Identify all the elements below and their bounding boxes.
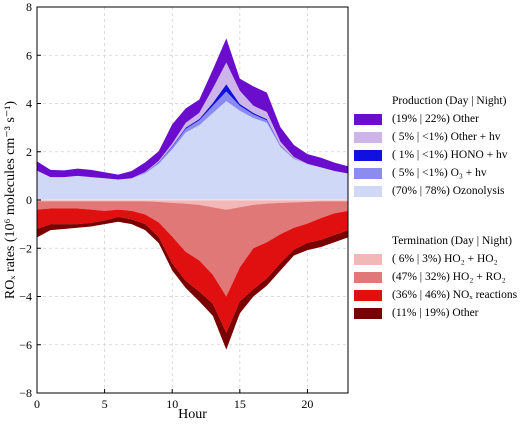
production-legend-item: (70% | 78%) Ozonolysis [354,182,508,200]
termination-legend-item: (36% | 46%) NOₓ reactions [354,286,517,304]
termination-legend-label: (11% | 19%) Other [392,307,479,319]
termination-legend-label: (36% | 46%) NOₓ reactions [392,289,518,301]
production-legend: Production (Day | Night) (19% | 22%) Oth… [354,93,508,200]
termination-legend-swatch [354,307,382,319]
production-legend-label: ( 5% | <1%) O₃ + hv [392,167,487,179]
termination-legend-swatch [354,271,382,283]
x-axis-title: Hour [178,407,207,422]
termination-legend-item: ( 6% | 3%) HO₂ + HO₂ [354,250,517,268]
y-tick-label: −2 [19,241,32,255]
x-tick-label: 10 [166,397,178,411]
y-tick-label: 6 [26,48,32,62]
y-tick-label: 4 [26,97,32,111]
production-series-3 [37,62,348,180]
production-legend-item: (19% | 22%) Other [354,110,508,128]
production-legend-title: Production (Day | Night) [392,95,507,107]
production-legend-item: ( 1% | <1%) HONO + hv [354,146,508,164]
production-legend-swatch [354,131,382,143]
x-tick-label: 5 [102,397,108,411]
termination-series-0 [37,200,348,210]
production-legend-swatch [354,149,382,161]
x-tick-label: 0 [34,397,40,411]
y-tick-label: −8 [19,386,32,400]
termination-legend-label: (47% | 32%) HO₂ + RO₂ [392,271,506,283]
y-tick-label: −4 [19,290,32,304]
y-tick-label: 2 [26,145,32,159]
plot-frame [36,6,349,394]
y-tick-label: −6 [19,338,32,352]
termination-legend-title: Termination (Day | Night) [392,235,512,247]
production-legend-swatch [354,185,382,197]
production-legend-label: ( 5% | <1%) Other + hv [392,131,501,143]
termination-legend-item: (47% | 32%) HO₂ + RO₂ [354,268,517,286]
y-tick-label: 8 [26,0,32,14]
termination-legend-label: ( 6% | 3%) HO₂ + HO₂ [392,253,498,265]
y-tick-label: 0 [26,193,32,207]
production-legend-item: ( 5% | <1%) Other + hv [354,128,508,146]
production-legend-swatch [354,167,382,179]
production-legend-swatch [354,113,382,125]
termination-legend-swatch [354,253,382,265]
termination-legend-item: (11% | 19%) Other [354,304,517,322]
x-tick-label: 20 [301,397,313,411]
production-legend-label: (19% | 22%) Other [392,113,479,125]
axis-ticks: 0 5 10 15 20 −8 −6 −4 −2 0 2 4 6 8 [19,0,313,411]
termination-series-2 [37,208,348,333]
x-tick-label: 15 [234,397,246,411]
termination-series-1 [37,201,348,297]
termination-legend-swatch [354,289,382,301]
production-legend-label: (70% | 78%) Ozonolysis [392,185,505,197]
production-series-4 [37,38,348,180]
y-axis-title: ROₓ rates (10⁶ molecules cm⁻³ s⁻¹) [3,101,18,299]
production-legend-item: ( 5% | <1%) O₃ + hv [354,164,508,182]
production-legend-label: ( 1% | <1%) HONO + hv [392,149,508,161]
termination-legend: Termination (Day | Night) ( 6% | 3%) HO₂… [354,233,517,322]
stacked-areas [37,38,348,350]
production-series-0 [37,101,348,200]
